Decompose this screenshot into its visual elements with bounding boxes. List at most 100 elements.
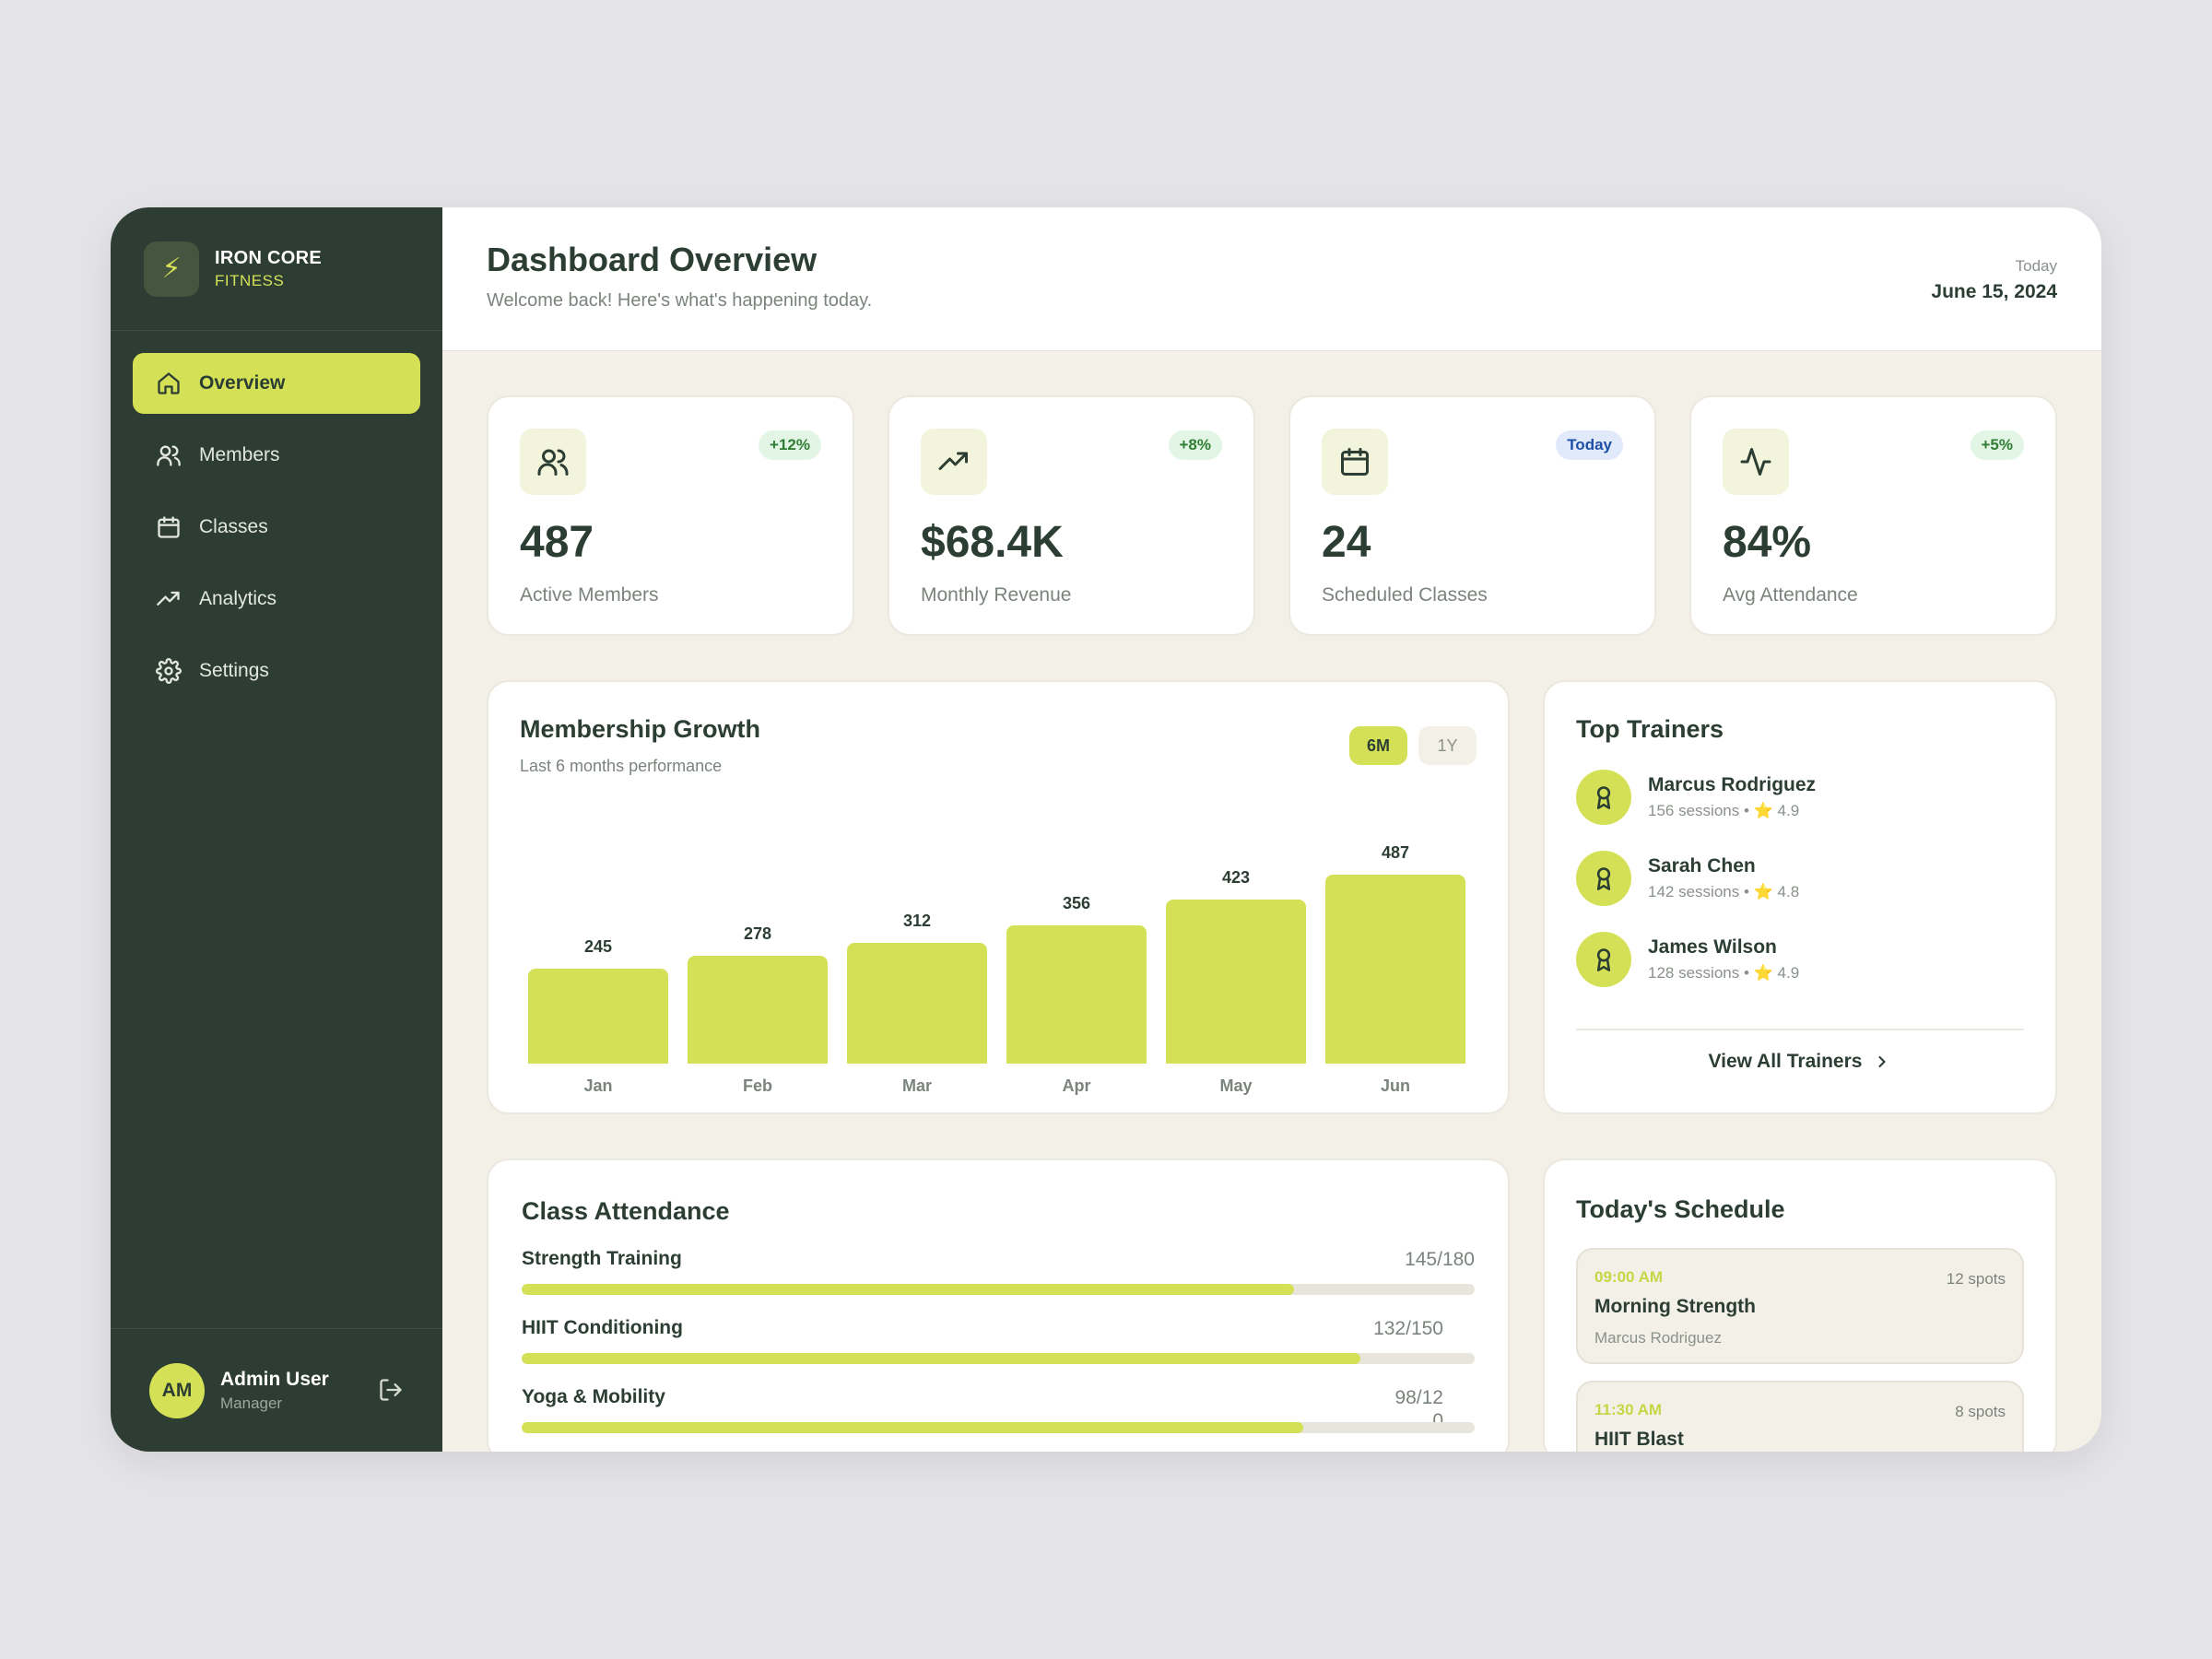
star-icon: ⭐ (1753, 802, 1773, 819)
stat-label: Monthly Revenue (921, 584, 1072, 606)
progress-fill (522, 1353, 1360, 1364)
schedule-trainer: Marcus Rodriguez (1594, 1329, 1722, 1347)
x-tick-label: May (1219, 1077, 1253, 1095)
calendar-icon (1322, 429, 1388, 495)
chevron-right-icon (1878, 1055, 1886, 1068)
class-name: HIIT Conditioning (522, 1317, 683, 1338)
x-tick-label: Jun (1380, 1077, 1410, 1095)
trainer-item[interactable]: Sarah Chen 142 sessions • ⭐ 4.8 (1576, 851, 2024, 906)
attendance-count: 145/180 (1405, 1249, 1475, 1270)
date-label: Today (2015, 257, 2057, 275)
activity-icon (1723, 429, 1789, 495)
range-1y-button[interactable]: 1Y (1418, 726, 1477, 765)
trainer-name: James Wilson (1648, 936, 1777, 958)
date-display: Today June 15, 2024 (1931, 257, 2057, 303)
sidebar-item-members[interactable]: Members (133, 425, 420, 486)
x-tick-label: Apr (1062, 1077, 1091, 1095)
sidebar-item-analytics[interactable]: Analytics (133, 569, 420, 629)
page-title: Dashboard Overview (487, 241, 818, 278)
stat-card-active-members[interactable]: +12% 487 Active Members (487, 395, 854, 636)
progress-fill (522, 1284, 1294, 1295)
main-content: Dashboard Overview Welcome back! Here's … (442, 207, 2101, 1452)
bar-chart: 245 Jan 278 Feb 312 Mar 356 Apr 423 May 487 Jun (528, 811, 1468, 1106)
users-icon (155, 441, 182, 469)
progress-track (522, 1284, 1475, 1295)
x-tick-label: Feb (742, 1077, 772, 1095)
bar-value-label: 278 (743, 924, 772, 943)
sidebar-item-label: Classes (199, 516, 268, 537)
view-all-trainers-link[interactable]: View All Trainers (1545, 1051, 2055, 1073)
chart-bar (1166, 899, 1306, 1064)
avatar[interactable]: AM (149, 1362, 205, 1418)
sidebar-item-overview[interactable]: Overview (133, 353, 420, 414)
chart-bar (1006, 925, 1147, 1064)
status-badge: +5% (1970, 430, 2024, 460)
sidebar-item-label: Members (199, 444, 280, 465)
trending-up-icon (921, 429, 987, 495)
gear-icon (155, 657, 182, 685)
user-profile: AM Admin User Manager (111, 1328, 442, 1452)
sidebar-nav: Overview Members Classes Analytics (111, 331, 442, 701)
attendance-item: HIIT Conditioning 132/150 (522, 1317, 1475, 1364)
date-value: June 15, 2024 (1931, 281, 2057, 302)
logout-icon[interactable] (378, 1377, 406, 1405)
stat-label: Scheduled Classes (1322, 584, 1488, 606)
schedule-item[interactable]: 11:30 AM 8 spots HIIT Blast (1576, 1381, 2024, 1452)
trainer-item[interactable]: James Wilson 128 sessions • ⭐ 4.9 (1576, 932, 2024, 987)
card-title: Membership Growth (520, 715, 761, 743)
view-all-label: View All Trainers (1708, 1051, 1863, 1072)
award-icon (1576, 770, 1631, 825)
brand: ⚡ IRON CORE FITNESS (111, 207, 442, 331)
stat-value: 487 (520, 518, 594, 567)
bar-value-label: 356 (1062, 894, 1091, 913)
range-toggle: 6M 1Y (1349, 726, 1477, 765)
chart-bar (847, 942, 987, 1064)
brand-name: IRON CORE (215, 247, 323, 268)
attendance-item: Yoga & Mobility 98/120 (522, 1386, 1475, 1433)
bar-value-label: 245 (583, 936, 613, 956)
sidebar: ⚡ IRON CORE FITNESS Overview Members (111, 207, 442, 1452)
sidebar-item-label: Analytics (199, 588, 277, 609)
bar-value-label: 423 (1221, 867, 1251, 887)
sidebar-item-settings[interactable]: Settings (133, 641, 420, 701)
range-6m-button[interactable]: 6M (1349, 726, 1407, 765)
schedule-time: 09:00 AM (1594, 1268, 1664, 1286)
card-title: Top Trainers (1576, 715, 1724, 743)
trainer-rating: 4.8 (1777, 883, 1800, 900)
stat-value: 84% (1723, 518, 1812, 567)
user-name: Admin User (220, 1368, 329, 1390)
lightning-icon: ⚡ (144, 241, 199, 297)
schedule-time: 11:30 AM (1594, 1401, 1663, 1418)
progress-track (522, 1353, 1475, 1364)
top-trainers-card: Top Trainers Marcus Rodriguez 156 sessio… (1543, 680, 2057, 1114)
stat-card-scheduled-classes[interactable]: Today 24 Scheduled Classes (1288, 395, 1656, 636)
users-icon (520, 429, 586, 495)
attendance-item: Strength Training 145/180 (522, 1248, 1475, 1295)
trainer-sessions: 142 sessions (1648, 883, 1740, 900)
status-badge: +12% (759, 430, 821, 460)
trainer-sessions: 156 sessions (1648, 802, 1740, 819)
status-badge: +8% (1168, 430, 1222, 460)
trainer-meta: 156 sessions • ⭐ 4.9 (1648, 802, 1800, 819)
status-badge: Today (1556, 430, 1623, 460)
schedule-spots: 12 spots (1946, 1270, 2006, 1288)
trainer-meta: 142 sessions • ⭐ 4.8 (1648, 883, 1800, 900)
schedule-class-name: HIIT Blast (1594, 1429, 1684, 1450)
sidebar-item-classes[interactable]: Classes (133, 497, 420, 558)
schedule-item[interactable]: 09:00 AM 12 spots Morning Strength Marcu… (1576, 1248, 2024, 1364)
page-subtitle: Welcome back! Here's what's happening to… (487, 290, 873, 311)
app-window: ⚡ IRON CORE FITNESS Overview Members (111, 207, 2101, 1452)
trainer-sessions: 128 sessions (1648, 964, 1740, 982)
stat-card-monthly-revenue[interactable]: +8% $68.4K Monthly Revenue (888, 395, 1255, 636)
class-name: Yoga & Mobility (522, 1386, 665, 1407)
stat-card-avg-attendance[interactable]: +5% 84% Avg Attendance (1689, 395, 2057, 636)
trainer-item[interactable]: Marcus Rodriguez 156 sessions • ⭐ 4.9 (1576, 770, 2024, 825)
todays-schedule-card: Today's Schedule 09:00 AM 12 spots Morni… (1543, 1159, 2057, 1452)
calendar-icon (155, 513, 182, 541)
class-name: Strength Training (522, 1248, 682, 1269)
home-icon (155, 370, 182, 397)
stats-row: +12% 487 Active Members +8% $68.4K Month… (487, 395, 2057, 636)
page-header: Dashboard Overview Welcome back! Here's … (442, 207, 2101, 351)
attendance-count: 98/120 (1394, 1387, 1443, 1432)
stat-value: $68.4K (921, 518, 1064, 567)
